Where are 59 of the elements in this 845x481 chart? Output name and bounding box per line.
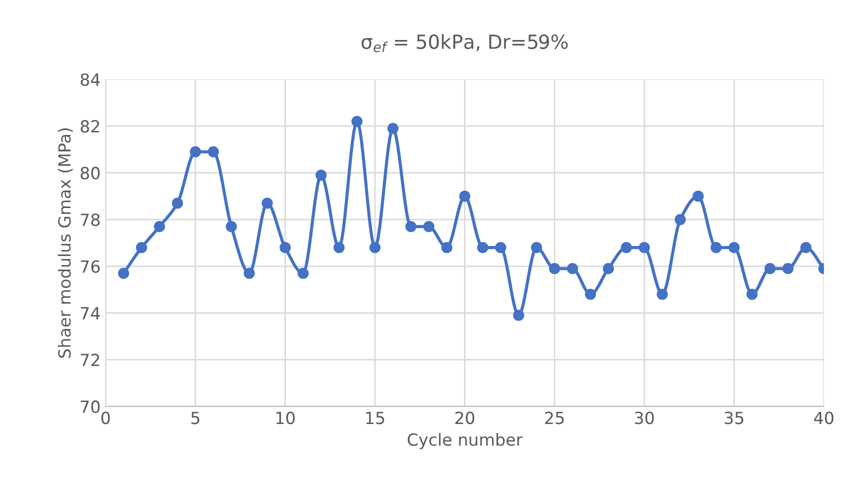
- point: [548, 263, 560, 274]
- y-tick-label: 82: [80, 120, 100, 133]
- point: [674, 214, 686, 226]
- x-tick-label: 40: [814, 412, 834, 424]
- point: [710, 242, 722, 254]
- x-tick-label: 30: [634, 412, 654, 424]
- point: [638, 242, 650, 254]
- point: [226, 220, 237, 232]
- point: [154, 220, 166, 232]
- y-tick-label: 78: [80, 214, 100, 226]
- point: [136, 242, 148, 254]
- point: [172, 198, 184, 209]
- chart-title: σ$_{ef}$ = 50kPa, Dr=59%: [362, 34, 568, 52]
- point: [262, 198, 273, 209]
- point: [620, 242, 632, 254]
- y-tick-label: 80: [80, 166, 100, 180]
- point: [244, 268, 255, 279]
- point: [334, 242, 345, 254]
- x-tick-label: 25: [545, 412, 564, 424]
- point: [280, 242, 291, 254]
- point: [423, 220, 434, 232]
- point: [351, 116, 363, 127]
- x-tick-label: 5: [191, 412, 200, 424]
- point: [566, 263, 578, 274]
- point: [656, 288, 668, 300]
- y-tick-label: 84: [80, 73, 100, 86]
- x-axis-title: Cycle number: [408, 432, 523, 450]
- point: [782, 263, 794, 274]
- point: [405, 220, 416, 232]
- y-axis-title: Shaer modulus Gmax (MPa): [58, 128, 73, 358]
- point: [764, 263, 776, 274]
- point: [495, 242, 506, 254]
- point: [746, 288, 758, 300]
- x-tick-label: 20: [455, 412, 474, 424]
- y-tick-label: 76: [80, 260, 100, 273]
- y-tick-label: 70: [80, 400, 100, 414]
- point: [513, 310, 524, 321]
- point: [531, 242, 542, 254]
- x-tick-label: 10: [276, 412, 295, 424]
- point: [728, 242, 740, 254]
- point: [387, 122, 398, 134]
- x-tick-label: 35: [724, 412, 744, 424]
- point: [369, 242, 381, 254]
- point: [800, 242, 812, 254]
- point: [118, 268, 130, 279]
- point: [441, 242, 452, 254]
- point: [190, 146, 201, 158]
- point: [459, 190, 470, 202]
- point: [208, 146, 219, 158]
- point: [477, 242, 488, 254]
- point: [316, 170, 327, 181]
- point: [584, 288, 596, 300]
- y-tick-label: 74: [80, 307, 100, 320]
- x-tick-label: 15: [366, 412, 384, 424]
- point: [602, 263, 614, 274]
- point: [298, 268, 309, 279]
- y-tick-label: 72: [80, 354, 100, 366]
- x-tick-label: 0: [101, 412, 110, 424]
- point: [692, 190, 704, 202]
